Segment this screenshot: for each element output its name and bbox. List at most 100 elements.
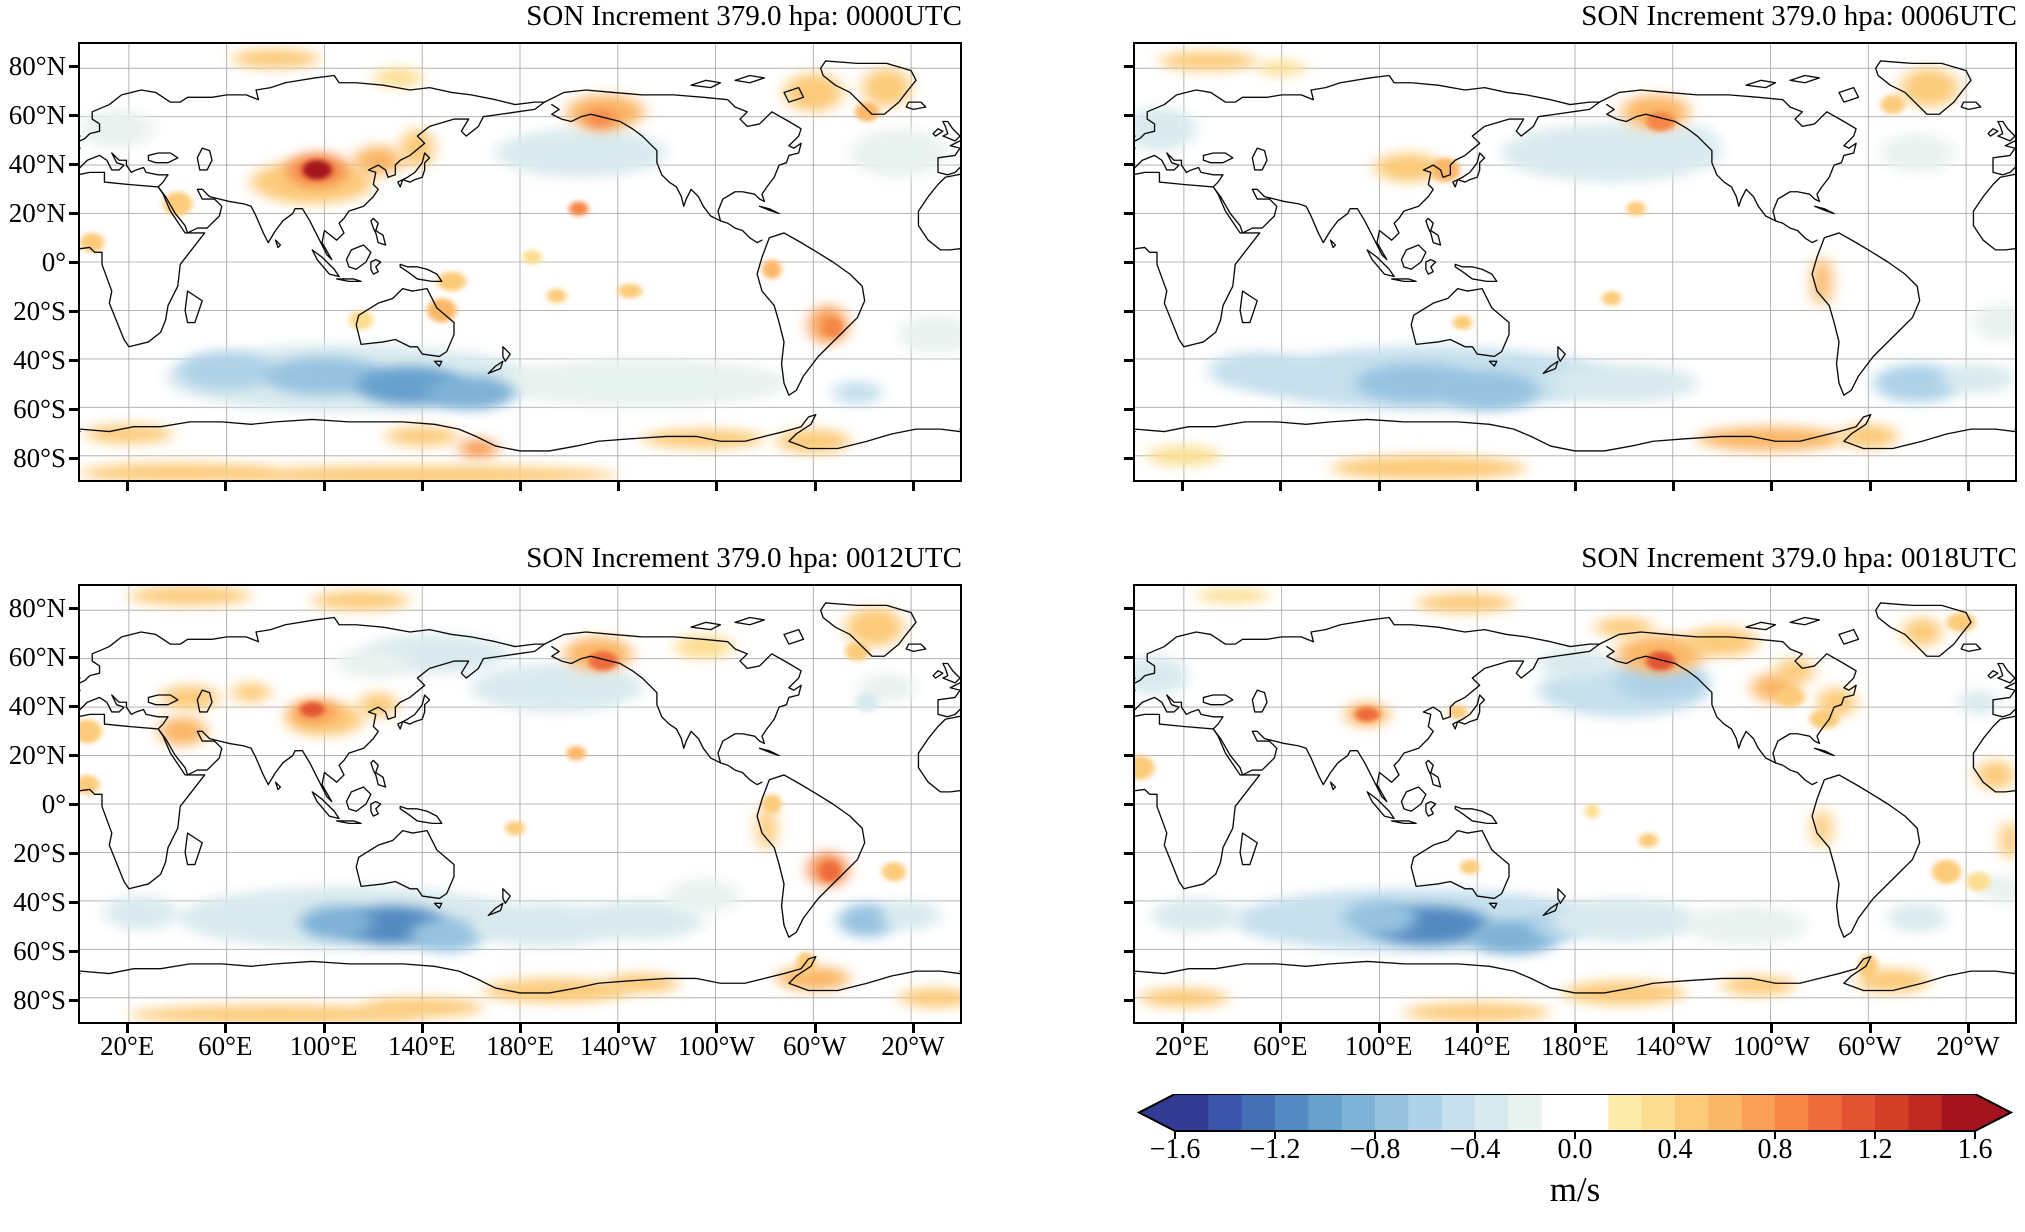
colorbar-tick-label: 1.6 xyxy=(1957,1134,1993,1165)
map-panel-0006utc xyxy=(1133,42,2017,482)
lon-tick-mark xyxy=(911,1024,915,1033)
lat-tick-mark xyxy=(69,163,78,167)
lon-tick-label: 60°E xyxy=(198,1031,253,1061)
lat-tick-mark xyxy=(69,949,78,953)
colorbar-tick-label: 0.0 xyxy=(1557,1134,1593,1165)
panel-title-0006utc: SON Increment 379.0 hpa: 0006UTC xyxy=(1581,0,2017,32)
map-panel-0018utc xyxy=(1133,584,2017,1024)
lon-tick-mark xyxy=(1966,1024,1970,1033)
colorbar-tick-label: 1.2 xyxy=(1857,1134,1893,1165)
lon-tick-mark xyxy=(1475,1024,1479,1033)
map-panel-0000utc xyxy=(78,42,962,482)
colorbar-tick-label: 0.8 xyxy=(1757,1134,1793,1165)
lon-tick-label: 20°W xyxy=(881,1031,945,1061)
colorbar-tick-label: −1.2 xyxy=(1249,1134,1301,1165)
lat-tick-label: 60°N xyxy=(8,100,66,131)
lat-tick-label: 20°S xyxy=(13,837,66,868)
lon-tick-mark xyxy=(813,482,817,491)
lat-tick-mark xyxy=(1124,163,1133,167)
lat-tick-label: 20°N xyxy=(8,740,66,771)
lon-tick-label: 60°E xyxy=(1253,1031,1308,1061)
lat-tick-mark xyxy=(1124,754,1133,758)
lat-tick-mark xyxy=(69,900,78,904)
lon-tick-mark xyxy=(420,1024,424,1033)
lat-tick-label: 40°S xyxy=(13,886,66,917)
lat-tick-mark xyxy=(1124,65,1133,69)
lon-tick-mark xyxy=(911,482,915,491)
lon-tick-mark xyxy=(322,482,326,491)
lon-tick-mark xyxy=(1377,1024,1381,1033)
lon-tick-label: 20°E xyxy=(99,1031,155,1061)
lat-tick-label: 60°S xyxy=(13,393,66,424)
lon-tick-label: 180°E xyxy=(1541,1031,1609,1061)
lat-tick-mark xyxy=(1124,656,1133,660)
colorbar-unit-label: m/s xyxy=(1549,1170,1601,1209)
lon-tick-mark xyxy=(1868,482,1872,491)
lat-tick-mark xyxy=(69,656,78,660)
panel-title-0012utc: SON Increment 379.0 hpa: 0012UTC xyxy=(526,542,962,574)
lat-tick-label: 20°N xyxy=(8,198,66,229)
lon-tick-mark xyxy=(1574,482,1577,491)
lon-tick-mark xyxy=(1966,482,1970,491)
lon-tick-label: 100°W xyxy=(1733,1031,1810,1061)
lat-tick-label: 20°S xyxy=(13,295,66,326)
lon-tick-mark xyxy=(420,482,424,491)
lat-tick-label: 60°S xyxy=(13,935,66,966)
panel-title-0000utc: SON Increment 379.0 hpa: 0000UTC xyxy=(526,0,962,32)
lat-tick-mark xyxy=(69,212,78,216)
lat-tick-mark xyxy=(1124,456,1133,460)
lat-tick-mark xyxy=(1124,705,1133,709)
lon-tick-mark xyxy=(519,482,522,491)
map-panel-0012utc xyxy=(78,584,962,1024)
lat-tick-mark xyxy=(69,851,78,855)
lon-tick-label: 20°W xyxy=(1936,1031,2000,1061)
lat-tick-mark xyxy=(69,998,78,1002)
lat-tick-mark xyxy=(69,114,78,118)
lat-tick-mark xyxy=(1124,851,1133,855)
lat-tick-mark xyxy=(69,705,78,709)
lon-tick-mark xyxy=(126,1024,130,1033)
world-map-0018UTC xyxy=(1135,586,2015,1022)
lon-tick-mark xyxy=(224,482,228,491)
lon-tick-label: 140°E xyxy=(1442,1031,1511,1061)
lon-tick-mark xyxy=(1181,482,1185,491)
world-map-0000UTC xyxy=(80,44,960,480)
lon-tick-mark xyxy=(1672,1024,1676,1033)
lat-tick-label: 40°N xyxy=(8,149,66,180)
colorbar xyxy=(1135,1093,2019,1140)
lon-tick-label: 60°W xyxy=(1838,1031,1902,1061)
colorbar-tick-label: 0.4 xyxy=(1657,1134,1693,1165)
colorbar-tick-label: −1.6 xyxy=(1149,1134,1201,1165)
lat-tick-mark xyxy=(69,358,78,362)
lat-tick-mark xyxy=(1124,607,1133,611)
lon-tick-label: 20°E xyxy=(1154,1031,1210,1061)
lon-tick-mark xyxy=(715,482,719,491)
colorbar-svg xyxy=(1136,1093,2014,1139)
lat-tick-mark xyxy=(69,261,78,264)
lat-tick-mark xyxy=(1124,407,1133,411)
lat-tick-label: 0° xyxy=(41,247,66,277)
lat-tick-label: 0° xyxy=(41,789,66,819)
lat-tick-mark xyxy=(1124,998,1133,1002)
lon-tick-mark xyxy=(1672,482,1676,491)
lat-tick-mark xyxy=(1124,900,1133,904)
lon-tick-mark xyxy=(1181,1024,1185,1033)
lat-tick-mark xyxy=(1124,358,1133,362)
lon-tick-mark xyxy=(1279,482,1283,491)
lon-tick-mark xyxy=(1377,482,1381,491)
lat-tick-mark xyxy=(1124,803,1133,806)
lat-tick-label: 40°S xyxy=(13,344,66,375)
lon-tick-label: 140°W xyxy=(1634,1031,1712,1061)
lat-tick-mark xyxy=(1124,261,1133,264)
lon-tick-mark xyxy=(1279,1024,1283,1033)
lat-tick-mark xyxy=(69,407,78,411)
lon-tick-mark xyxy=(715,1024,719,1033)
lon-tick-mark xyxy=(126,482,130,491)
lon-tick-mark xyxy=(224,1024,228,1033)
lon-tick-mark xyxy=(1868,1024,1872,1033)
lon-tick-label: 60°W xyxy=(783,1031,847,1061)
world-map-0012UTC xyxy=(80,586,960,1022)
lon-tick-mark xyxy=(1770,1024,1774,1033)
lat-tick-mark xyxy=(1124,114,1133,118)
